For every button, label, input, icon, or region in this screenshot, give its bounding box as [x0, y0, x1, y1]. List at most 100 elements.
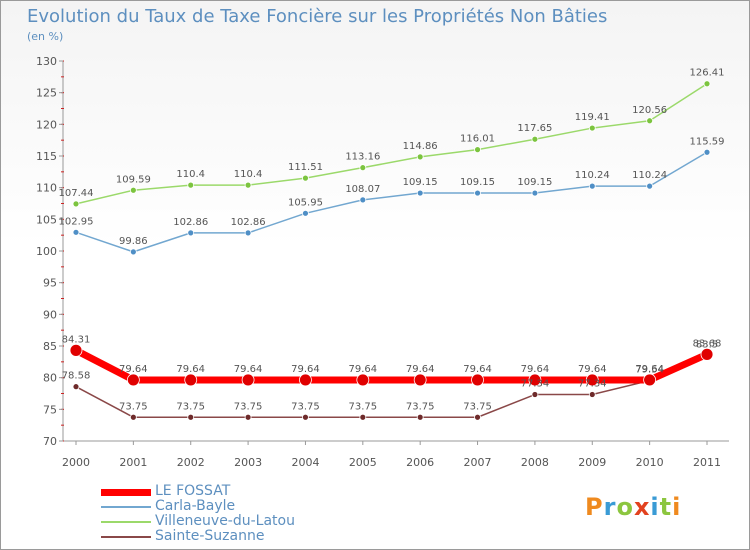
data-label-carla-bayle: 102.86 — [173, 217, 208, 228]
series-line-sainte-suzanne — [75, 354, 708, 418]
point-villeneuve-du-latou — [588, 124, 596, 132]
point-villeneuve-du-latou — [244, 181, 252, 189]
x-tick-label: 2005 — [349, 456, 377, 469]
series-line-carla-bayle — [75, 151, 708, 253]
point-le-fossat — [700, 347, 714, 361]
point-carla-bayle — [588, 182, 596, 190]
data-label-carla-bayle: 105.95 — [288, 197, 323, 208]
x-tick-label: 2004 — [291, 456, 319, 469]
data-label-sainte-suzanne: 79.54 — [635, 365, 664, 376]
point-villeneuve-du-latou — [72, 200, 80, 208]
data-label-le-fossat: 83.68 — [693, 338, 722, 349]
chart-title: Evolution du Taux de Taxe Foncière sur l… — [27, 6, 608, 27]
point-villeneuve-du-latou — [646, 117, 654, 125]
y-tick-label: 120 — [36, 118, 57, 131]
point-le-fossat — [585, 373, 599, 387]
series-line-le-fossat — [72, 346, 711, 384]
data-label-le-fossat: 79.64 — [463, 364, 492, 375]
legend-swatch — [101, 506, 151, 508]
data-label-villeneuve-du-latou: 113.16 — [345, 152, 380, 163]
data-label-le-fossat: 79.64 — [119, 364, 148, 375]
data-label-villeneuve-du-latou: 117.65 — [517, 123, 552, 134]
data-label-villeneuve-du-latou: 126.41 — [690, 68, 725, 79]
data-label-villeneuve-du-latou: 109.59 — [116, 174, 151, 185]
data-label-villeneuve-du-latou: 116.01 — [460, 134, 495, 145]
point-sainte-suzanne — [531, 391, 539, 398]
data-label-le-fossat: 79.64 — [348, 364, 377, 375]
data-label-sainte-suzanne: 73.75 — [348, 401, 377, 412]
point-carla-bayle — [244, 229, 252, 237]
point-villeneuve-du-latou — [187, 181, 195, 189]
y-tick-label: 95 — [43, 277, 57, 290]
x-tick-label: 2001 — [119, 456, 147, 469]
data-label-villeneuve-du-latou: 111.51 — [288, 162, 323, 173]
legend-label: Villeneuve-du-Latou — [155, 513, 295, 529]
point-carla-bayle — [474, 189, 481, 197]
data-label-sainte-suzanne: 73.75 — [176, 401, 205, 412]
value-labels: 107.44 109.59 110.4 110.4 111.51 113.16 114.86… — [59, 68, 725, 413]
point-le-fossat — [471, 373, 484, 387]
point-sainte-suzanne — [302, 413, 309, 421]
point-carla-bayle — [72, 228, 80, 236]
data-label-sainte-suzanne: 73.75 — [234, 401, 263, 412]
x-tick-label: 2000 — [62, 456, 90, 469]
data-label-villeneuve-du-latou: 119.41 — [575, 112, 610, 123]
point-carla-bayle — [359, 196, 367, 204]
point-villeneuve-du-latou — [531, 135, 539, 143]
data-label-carla-bayle: 102.95 — [59, 216, 94, 227]
data-label-le-fossat: 79.64 — [234, 364, 263, 375]
point-villeneuve-du-latou — [302, 174, 309, 182]
data-label-le-fossat: 79.64 — [578, 364, 607, 375]
point-villeneuve-du-latou — [703, 80, 711, 88]
x-tick-label: 2008 — [521, 456, 549, 469]
x-tick-label: 2011 — [693, 456, 721, 469]
legend-label: LE FOSSAT — [155, 483, 231, 499]
legend-label: Sainte-Suzanne — [155, 528, 265, 544]
point-le-fossat — [528, 373, 542, 387]
point-sainte-suzanne — [244, 413, 252, 421]
legend-item-villeneuve-du-latou: Villeneuve-du-Latou — [101, 513, 361, 530]
point-carla-bayle — [531, 189, 539, 197]
data-label-villeneuve-du-latou: 120.56 — [632, 105, 667, 116]
y-tick-label: 115 — [36, 150, 57, 163]
y-tick-label: 125 — [36, 87, 57, 100]
data-label-villeneuve-du-latou: 114.86 — [403, 141, 438, 152]
point-villeneuve-du-latou — [129, 186, 137, 194]
y-tick-label: 80 — [43, 372, 57, 385]
point-carla-bayle — [187, 229, 195, 237]
data-label-carla-bayle: 99.86 — [119, 236, 148, 247]
legend-item-carla-bayle: Carla-Bayle — [101, 498, 361, 515]
point-carla-bayle — [129, 248, 137, 256]
point-le-fossat — [69, 343, 83, 357]
x-tick-label: 2002 — [177, 456, 205, 469]
legend-item-le-fossat: LE FOSSAT — [101, 483, 361, 500]
data-label-le-fossat: 79.64 — [521, 364, 550, 375]
point-sainte-suzanne — [129, 413, 137, 421]
data-label-carla-bayle: 115.59 — [690, 136, 725, 147]
point-le-fossat — [126, 373, 140, 387]
x-tick-label: 2010 — [636, 456, 664, 469]
x-tick-label: 2009 — [578, 456, 606, 469]
data-label-carla-bayle: 109.15 — [460, 177, 495, 188]
point-sainte-suzanne — [588, 391, 596, 398]
data-label-villeneuve-du-latou: 107.44 — [59, 188, 94, 199]
point-sainte-suzanne — [359, 413, 367, 421]
data-label-le-fossat: 79.64 — [406, 364, 435, 375]
legend: LE FOSSAT Carla-Bayle Villeneuve-du-Latou S… — [101, 483, 361, 545]
y-tick-label: 75 — [43, 403, 57, 416]
x-tick-label: 2007 — [464, 456, 492, 469]
point-le-fossat — [299, 373, 312, 387]
data-label-sainte-suzanne: 78.58 — [62, 371, 91, 382]
data-label-carla-bayle: 109.15 — [403, 177, 438, 188]
point-carla-bayle — [646, 182, 654, 190]
data-label-carla-bayle: 110.24 — [632, 170, 667, 181]
data-label-le-fossat: 79.64 — [635, 364, 664, 375]
y-tick-label: 100 — [36, 245, 57, 258]
y-tick-label: 130 — [36, 55, 57, 68]
unit-label: (en %) — [27, 30, 64, 43]
point-villeneuve-du-latou — [474, 146, 481, 154]
data-label-villeneuve-du-latou: 110.4 — [234, 169, 263, 180]
data-label-carla-bayle: 102.86 — [231, 217, 266, 228]
point-sainte-suzanne — [187, 413, 195, 421]
